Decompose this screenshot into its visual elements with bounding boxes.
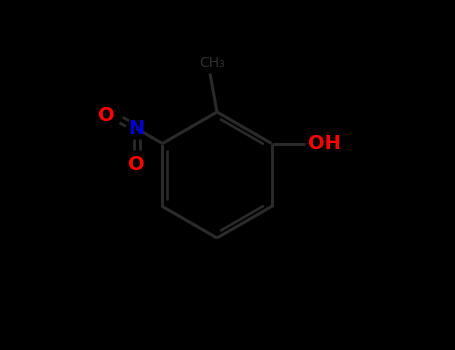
Text: N: N xyxy=(129,119,145,138)
Text: O: O xyxy=(128,155,145,174)
Text: O: O xyxy=(98,106,114,125)
Text: OH: OH xyxy=(308,134,340,153)
Text: CH₃: CH₃ xyxy=(199,56,225,70)
